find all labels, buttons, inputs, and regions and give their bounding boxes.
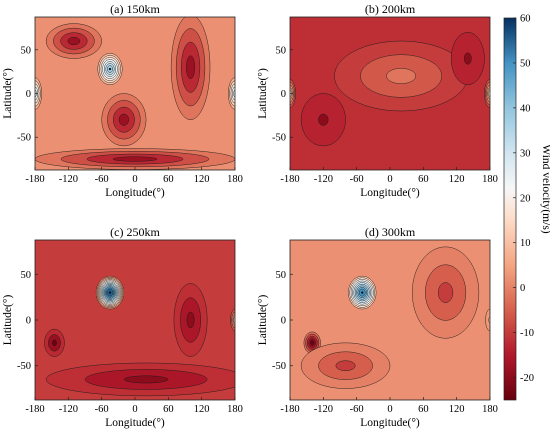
y-tick-label: 0 — [281, 89, 286, 100]
y-tick-label: 0 — [281, 316, 286, 327]
contour-peak-marker — [108, 291, 112, 294]
x-axis-label: Longitude(°) — [360, 417, 420, 429]
x-tick-label: -180 — [280, 404, 299, 415]
panel-title: (b) 200km — [365, 2, 416, 16]
contour-south-band — [112, 156, 158, 162]
contour-field — [290, 17, 490, 170]
x-tick-label: -120 — [59, 174, 78, 185]
panel-3: -180 -120 -60 0 60 120 180 50 0 -50 (d) 300km Longi… — [257, 225, 498, 429]
contour-central-south-lobe — [118, 113, 130, 126]
contour-central-band — [386, 68, 417, 84]
x-tick-label: 180 — [482, 404, 498, 415]
x-tick-label: -180 — [25, 404, 44, 415]
contour-peak-marker — [108, 67, 112, 71]
panel-1: -180 -120 -60 0 60 120 180 50 0 -50 (b) 200km Longi… — [257, 2, 498, 199]
x-tick-label: 0 — [132, 404, 137, 415]
x-tick-label: -60 — [350, 404, 364, 415]
x-tick-label: -120 — [314, 404, 333, 415]
panel-title: (d) 300km — [365, 225, 416, 239]
x-tick-label: -120 — [59, 404, 78, 415]
x-tick-label: -60 — [95, 404, 109, 415]
panel-title: (a) 150km — [110, 2, 160, 16]
x-axis-label: Longitude(°) — [105, 417, 165, 429]
colorbar: 60 50 40 30 20 10 0 -10 -20 Wind velocity(m/s) — [503, 14, 550, 401]
colorbar-gradient — [503, 17, 517, 401]
colorbar-tick-label: 50 — [520, 58, 531, 69]
x-tick-label: 0 — [132, 174, 137, 185]
contour-east-lobe — [186, 311, 195, 329]
x-tick-label: 0 — [387, 174, 392, 185]
contour-east-band — [437, 282, 454, 303]
x-tick-label: 120 — [194, 404, 210, 415]
y-tick-label: -50 — [272, 133, 286, 144]
y-axis-label: Latitude(°) — [257, 295, 269, 346]
contour-east-lobe — [186, 55, 196, 80]
contour-northwest-lobe — [67, 36, 81, 46]
colorbar-tick-label: -10 — [520, 328, 534, 339]
panel-0: -180 -120 -60 0 60 120 180 50 0 -50 (a) 150km Longi… — [2, 2, 243, 199]
y-tick-label: 50 — [276, 270, 287, 281]
x-tick-label: 0 — [387, 404, 392, 415]
y-axis-label: Latitude(°) — [257, 68, 269, 119]
contour-southwest-band — [335, 360, 356, 371]
colorbar-label: Wind velocity(m/s) — [540, 144, 550, 233]
x-tick-label: -180 — [25, 174, 44, 185]
x-tick-label: 120 — [194, 174, 210, 185]
x-tick-label: 60 — [163, 404, 174, 415]
contour-peak-marker — [361, 291, 364, 294]
x-tick-label: -180 — [280, 174, 299, 185]
colorbar-tick-label: -20 — [520, 373, 534, 384]
x-tick-label: -60 — [350, 174, 364, 185]
contour-southwest-lobe — [318, 113, 329, 126]
x-tick-label: 60 — [163, 174, 174, 185]
y-axis-label: Latitude(°) — [2, 68, 14, 119]
panel-title: (c) 250km — [110, 225, 160, 239]
contour-field — [35, 240, 235, 400]
y-tick-label: -50 — [17, 361, 31, 372]
y-tick-label: 50 — [21, 270, 32, 281]
y-tick-label: 0 — [26, 89, 31, 100]
contour-field — [35, 17, 235, 170]
x-tick-label: -60 — [95, 174, 109, 185]
colorbar-tick-label: 10 — [520, 238, 531, 249]
x-tick-label: 180 — [227, 404, 243, 415]
x-tick-label: 60 — [418, 174, 429, 185]
x-tick-label: 180 — [227, 174, 243, 185]
contour-south-band — [123, 375, 169, 384]
x-axis-label: Longitude(°) — [360, 187, 420, 199]
colorbar-tick-label: 0 — [520, 283, 525, 294]
contour-field — [290, 240, 490, 400]
x-tick-label: 120 — [449, 404, 465, 415]
colorbar-tick-label: 40 — [520, 103, 531, 114]
x-tick-label: 180 — [482, 174, 498, 185]
panel-2: -180 -120 -60 0 60 120 180 50 0 -50 (c) 250km Longi… — [2, 225, 243, 429]
y-tick-label: -50 — [17, 133, 31, 144]
x-tick-label: -120 — [314, 174, 333, 185]
x-axis-label: Longitude(°) — [105, 187, 165, 199]
colorbar-tick-label: 20 — [520, 193, 531, 204]
y-tick-label: 50 — [276, 45, 287, 56]
y-tick-label: -50 — [272, 361, 286, 372]
y-axis-label: Latitude(°) — [2, 295, 14, 346]
contour-east-lobe — [463, 52, 472, 65]
contour-west-low — [52, 339, 57, 347]
y-tick-label: 0 — [26, 316, 31, 327]
colorbar-tick-label: 30 — [520, 148, 531, 159]
x-tick-label: 120 — [449, 174, 465, 185]
x-tick-label: 60 — [418, 404, 429, 415]
colorbar-tick-label: 60 — [520, 14, 531, 25]
contour-west-low — [310, 340, 315, 346]
y-tick-label: 50 — [21, 45, 32, 56]
